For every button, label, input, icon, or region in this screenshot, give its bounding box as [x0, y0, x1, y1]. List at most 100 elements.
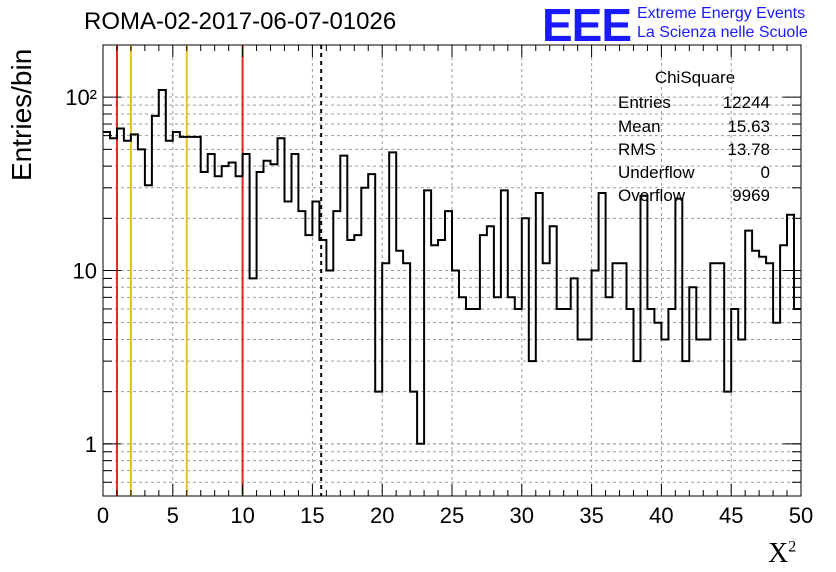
histogram-bin: [480, 235, 487, 496]
y-tick-label: 10²: [65, 85, 97, 110]
histogram-bin: [592, 271, 599, 497]
x-tick-label: 0: [97, 503, 109, 528]
histogram-bin: [361, 188, 368, 496]
histogram-bin: [620, 263, 627, 496]
histogram-bin: [208, 154, 215, 496]
x-axis-label: X2: [768, 538, 797, 569]
histogram-bin: [557, 309, 564, 496]
x-tick-label: 45: [719, 503, 743, 528]
histogram-bin: [347, 240, 354, 496]
histogram-bin: [787, 215, 794, 496]
histogram-bin: [654, 323, 661, 496]
y-tick-label: 1: [85, 432, 97, 457]
histogram-bin: [438, 240, 445, 496]
histogram-bin: [522, 218, 529, 496]
histogram-bin: [431, 245, 438, 496]
histogram-bin: [110, 138, 117, 496]
stats-value: 12244: [722, 93, 770, 112]
histogram-bin: [278, 138, 285, 496]
histogram-bin: [124, 141, 131, 496]
y-tick-label: 10: [73, 259, 97, 284]
histogram-bin: [494, 297, 501, 496]
histogram-bin: [766, 263, 773, 496]
histogram-bin: [403, 263, 410, 496]
x-tick-label: 15: [300, 503, 324, 528]
y-axis-label: Entries/bin: [6, 48, 37, 181]
stats-label: Mean: [618, 117, 661, 136]
histogram-bin: [382, 263, 389, 496]
histogram-bin: [452, 271, 459, 497]
histogram-bin: [487, 226, 494, 496]
histogram-bin: [738, 339, 745, 496]
histogram-bin: [794, 309, 801, 496]
x-tick-label: 10: [230, 503, 254, 528]
y-axis-ticks: 1 10 10²: [65, 44, 801, 497]
x-tick-label: 25: [440, 503, 464, 528]
logo-subtitle-1: Extreme Energy Events: [637, 5, 806, 22]
histogram-bin: [501, 190, 508, 496]
stats-row-underflow: Underflow 0: [618, 163, 770, 183]
histogram-bin: [473, 309, 480, 496]
histogram-bin: [298, 211, 305, 496]
stats-value: 9969: [732, 186, 770, 205]
histogram-bin: [515, 309, 522, 496]
histogram-bin: [333, 211, 340, 496]
histogram-bin: [312, 202, 319, 496]
histogram-bin: [117, 128, 124, 496]
histogram-bin: [354, 235, 361, 496]
histogram-bin: [640, 196, 647, 496]
histogram-bin: [710, 263, 717, 496]
x-axis-ticks: 0 5 10 15 20 25 30 35 40 45 50: [97, 45, 813, 528]
x-tick-label: 50: [789, 503, 813, 528]
histogram-bin: [396, 251, 403, 496]
histogram-bin: [264, 161, 271, 496]
x-tick-label: 35: [579, 503, 603, 528]
histogram-bin: [682, 361, 689, 496]
histogram-bin: [291, 154, 298, 496]
stats-label: Underflow: [618, 163, 695, 182]
histogram-bin: [529, 361, 536, 496]
histogram-bin: [647, 309, 654, 496]
histogram-bin: [389, 152, 396, 496]
histogram-bin: [375, 392, 382, 496]
histogram-bin: [236, 176, 243, 496]
histogram-bin: [724, 392, 731, 496]
histogram-bin: [543, 263, 550, 496]
histogram-bin: [780, 245, 787, 496]
histogram-bin: [675, 199, 682, 496]
histogram-bin: [145, 185, 152, 496]
histogram-bin: [606, 297, 613, 496]
histogram-bin: [508, 297, 515, 496]
stats-row-entries: Entries 12244: [618, 93, 770, 113]
stats-value: 13.78: [727, 140, 770, 159]
x-tick-label: 40: [649, 503, 673, 528]
histogram-bin: [599, 193, 606, 496]
histogram-bin: [696, 339, 703, 496]
histogram-bin: [201, 172, 208, 496]
histogram-bin: [752, 251, 759, 496]
histogram-bin: [459, 297, 466, 496]
histogram-bin: [661, 339, 668, 496]
histogram-bin: [417, 444, 424, 496]
histogram-bin: [257, 172, 264, 496]
histogram-bin: [703, 339, 710, 496]
histogram-bin: [305, 235, 312, 496]
histogram-bin: [340, 156, 347, 496]
histogram-bin: [319, 240, 326, 496]
histogram-bin: [585, 339, 592, 496]
histogram-bin: [410, 392, 417, 496]
histogram-bin: [745, 231, 752, 496]
x-tick-label: 30: [510, 503, 534, 528]
logo-subtitle-2: La Scienza nelle Scuole: [637, 24, 808, 41]
histogram-bin: [759, 257, 766, 496]
histogram-bin: [180, 137, 187, 496]
histogram-bin: [173, 132, 180, 496]
histogram-bin: [229, 162, 236, 496]
histogram-bin: [222, 166, 229, 496]
histogram-bars: [103, 89, 801, 497]
stats-label: Overflow: [618, 186, 686, 205]
histogram-bin: [773, 323, 780, 496]
histogram-bin: [550, 226, 557, 496]
histogram-bin: [613, 263, 620, 496]
chart-title: ROMA-02-2017-06-07-01026: [84, 8, 397, 35]
